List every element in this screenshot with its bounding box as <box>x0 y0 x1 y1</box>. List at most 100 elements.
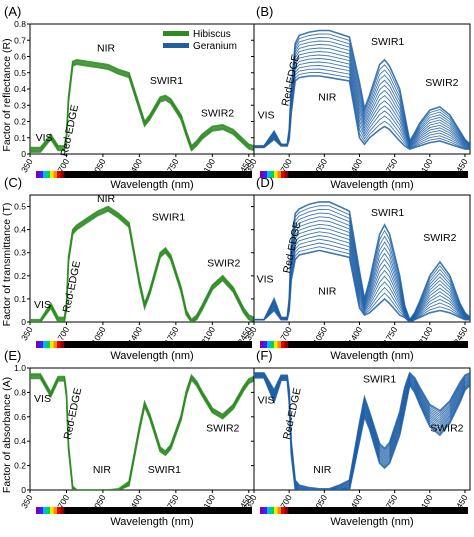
region-label-vis: VIS <box>34 299 51 311</box>
visible-spectrum-segment <box>50 507 54 514</box>
y-axis-label: Factor of reflectance (R) <box>1 38 13 151</box>
y-tick-label: 0.8 <box>14 387 26 397</box>
visible-spectrum-segment <box>284 171 289 178</box>
visible-spectrum-segment <box>260 507 264 514</box>
region-label-vis: VIS <box>258 394 275 406</box>
y-tick-label: 0.1 <box>14 133 26 143</box>
visible-spectrum-segment <box>43 507 47 514</box>
region-label-swir1: SWIR1 <box>363 374 396 386</box>
y-axis-label: Factor of transmittance (T) <box>1 203 13 327</box>
visible-spectrum-segment <box>60 507 65 514</box>
visible-spectrum-segment <box>260 341 264 348</box>
visible-spectrum-segment <box>277 507 282 514</box>
series-geranium <box>254 371 470 490</box>
legend-swatch <box>163 31 189 36</box>
series-hibiscus <box>30 373 254 490</box>
visible-spectrum-segment <box>267 507 271 514</box>
visible-spectrum-segment <box>274 341 278 348</box>
wavelength-strip <box>36 171 252 178</box>
plot-frame <box>253 367 471 491</box>
y-tick-label: 0.4 <box>14 225 26 235</box>
visible-spectrum-segment <box>43 171 47 178</box>
panel-a: 350 700 1050 1400 1750 2100 245000.10.20.30.40… <box>1 4 255 191</box>
visible-spectrum-segment <box>46 171 51 178</box>
y-tick-label: 1.0 <box>14 363 26 373</box>
visible-spectrum-segment <box>277 171 282 178</box>
region-label-rededge: Red-EDGE <box>62 387 85 441</box>
region-label-rededge: Red-EDGE <box>61 260 84 314</box>
region-label-swir2: SWIR2 <box>201 108 234 120</box>
visible-spectrum-segment <box>281 507 285 514</box>
x-axis-label: Wavelength (nm) <box>110 516 193 528</box>
x-tick-label: 350 <box>19 325 35 343</box>
region-label-rededge: Red-EDGE <box>279 53 302 107</box>
visible-spectrum-segment <box>36 341 40 348</box>
legend-entry: Geranium <box>193 41 237 52</box>
y-tick-label: 0.2 <box>14 461 26 471</box>
panel-label: (F) <box>256 348 273 363</box>
region-label-swir1: SWIR1 <box>148 464 181 476</box>
visible-spectrum-segment <box>270 171 275 178</box>
region-label-nir: NIR <box>318 91 337 103</box>
y-tick-label: 0.6 <box>14 412 26 422</box>
region-label-swir1: SWIR1 <box>371 36 404 48</box>
x-tick-label: 700 <box>278 325 294 343</box>
region-label-nir: NIR <box>93 464 112 476</box>
visible-spectrum-segment <box>260 171 264 178</box>
x-axis-label: Wavelength (nm) <box>110 350 193 362</box>
y-tick-label: 0.3 <box>14 100 26 110</box>
visible-spectrum-segment <box>36 171 40 178</box>
visible-spectrum-segment <box>39 171 44 178</box>
visible-spectrum-segment <box>36 507 40 514</box>
visible-spectrum-segment <box>57 171 61 178</box>
x-tick-label: 350 <box>19 157 35 175</box>
region-label-vis: VIS <box>34 393 51 405</box>
spectrum-line <box>254 377 470 490</box>
series-geranium <box>254 29 470 150</box>
panel-label: (D) <box>256 175 274 190</box>
visible-spectrum-segment <box>39 341 44 348</box>
visible-spectrum-segment <box>53 507 58 514</box>
region-label-nir: NIR <box>318 285 337 297</box>
visible-spectrum-segment <box>277 341 282 348</box>
visible-spectrum-segment <box>53 341 58 348</box>
y-tick-label: 0.1 <box>14 294 26 304</box>
visible-spectrum-segment <box>50 341 54 348</box>
visible-spectrum-segment <box>270 507 275 514</box>
visible-spectrum-segment <box>50 171 54 178</box>
visible-spectrum-segment <box>60 341 65 348</box>
region-label-rededge: Red-EDGE <box>58 104 81 158</box>
region-label-swir2: SWIR2 <box>423 232 456 244</box>
region-label-swir1: SWIR1 <box>150 75 183 87</box>
visible-spectrum-segment <box>46 341 51 348</box>
visible-spectrum-segment <box>274 507 278 514</box>
y-tick-label: 0.4 <box>14 84 26 94</box>
y-tick-label: 0.2 <box>14 271 26 281</box>
visible-spectrum-segment <box>57 507 61 514</box>
y-tick-label: 0 <box>21 149 26 159</box>
region-label-swir1: SWIR1 <box>371 207 404 219</box>
spectrum-line <box>30 210 254 322</box>
y-tick-label: 0.7 <box>14 35 26 45</box>
region-label-vis: VIS <box>258 109 275 121</box>
visible-spectrum-segment <box>60 171 65 178</box>
region-label-swir1: SWIR1 <box>152 211 185 223</box>
panel-label: (C) <box>4 175 22 190</box>
panel-e: 350 700 1050 1400 1750 2100 245000.20.40.60.81… <box>1 348 255 528</box>
y-tick-label: 0 <box>21 485 26 495</box>
y-tick-label: 0.5 <box>14 202 26 212</box>
wavelength-strip <box>260 171 468 178</box>
spectrum-line <box>254 249 470 322</box>
region-label-nir: NIR <box>313 464 332 476</box>
x-axis-label: Wavelength (nm) <box>330 516 413 528</box>
region-label-rededge: Red-EDGE <box>281 387 304 441</box>
visible-spectrum-segment <box>39 507 44 514</box>
y-tick-label: 0.6 <box>14 52 26 62</box>
visible-spectrum-segment <box>57 341 61 348</box>
visible-spectrum-segment <box>267 341 271 348</box>
spectrum-line <box>254 75 470 150</box>
series-hibiscus <box>30 58 254 153</box>
